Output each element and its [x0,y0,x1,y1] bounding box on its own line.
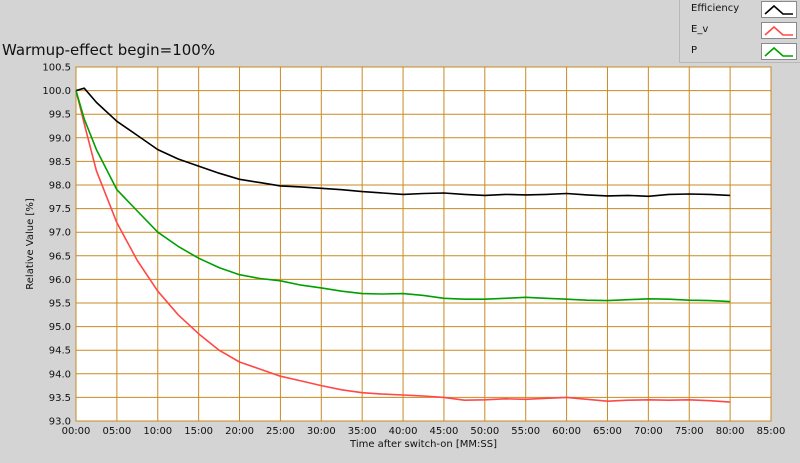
plot-area [75,66,772,422]
legend-item-efficiency: Efficiency [680,0,800,20]
legend-swatch-efficiency [761,1,797,18]
legend-label-efficiency: Efficiency [691,3,740,14]
x-tick-label: 20:00 [225,426,254,437]
legend-swatch-p [761,43,797,60]
y-tick-label: 96.0 [49,275,71,286]
x-axis-label: Time after switch-on [MM:SS] [349,439,497,450]
series-line-efficiency [75,87,731,198]
legend: Efficiency E_v P [679,0,800,63]
x-tick-label: 45:00 [430,426,459,437]
grid [75,66,772,422]
chart-title: Warmup-effect begin=100% [2,41,216,59]
y-tick-labels: 100.5 100.0 99.5 99.0 98.5 98.0 97.5 97.0 96.5 96… [42,63,71,428]
x-tick-labels: 00:00 05:00 10:00 15:00 20:00 25:00 30:00 35:00… [62,426,786,437]
y-tick-label: 99.5 [49,110,71,121]
x-tick-label: 10:00 [143,426,172,437]
x-tick-label: 60:00 [552,426,581,437]
x-tick-label: 85:00 [757,426,786,437]
legend-item-e-v: E_v [680,21,800,41]
x-tick-label: 25:00 [266,426,295,437]
y-tick-label: 98.0 [49,181,71,192]
y-tick-label: 94.0 [49,369,71,380]
series-lines [75,87,731,403]
legend-swatch-e-v [761,22,797,39]
series-line-e-v [75,90,731,403]
x-tick-label: 75:00 [675,426,704,437]
legend-swatch-line [764,46,793,57]
x-tick-label: 50:00 [470,426,499,437]
legend-swatch-line [764,25,793,36]
x-tick-label: 70:00 [634,426,663,437]
y-axis-label: Relative Value [%] [25,198,36,290]
y-tick-label: 100.5 [42,63,71,74]
y-tick-label: 94.5 [49,346,71,357]
y-tick-label: 97.5 [49,204,71,215]
legend-swatch-line [764,4,793,15]
y-tick-label: 96.5 [49,251,71,262]
legend-item-p: P [680,42,800,62]
x-tick-label: 55:00 [511,426,540,437]
x-tick-label: 30:00 [307,426,336,437]
x-tick-label: 05:00 [102,426,131,437]
y-tick-label: 97.0 [49,228,71,239]
y-tick-label: 95.5 [49,299,71,310]
x-tick-label: 00:00 [62,426,91,437]
x-tick-label: 15:00 [184,426,213,437]
x-tick-label: 65:00 [593,426,622,437]
x-tick-label: 80:00 [716,426,745,437]
y-tick-label: 99.0 [49,133,71,144]
y-tick-label: 100.0 [42,86,71,97]
y-tick-label: 98.5 [49,157,71,168]
y-tick-label: 93.0 [49,417,71,428]
y-tick-label: 95.0 [49,322,71,333]
legend-label-e-v: E_v [691,24,709,35]
series-line-p [75,90,731,303]
x-tick-label: 35:00 [348,426,377,437]
legend-label-p: P [691,45,698,56]
y-tick-label: 93.5 [49,393,71,404]
x-tick-label: 40:00 [389,426,418,437]
